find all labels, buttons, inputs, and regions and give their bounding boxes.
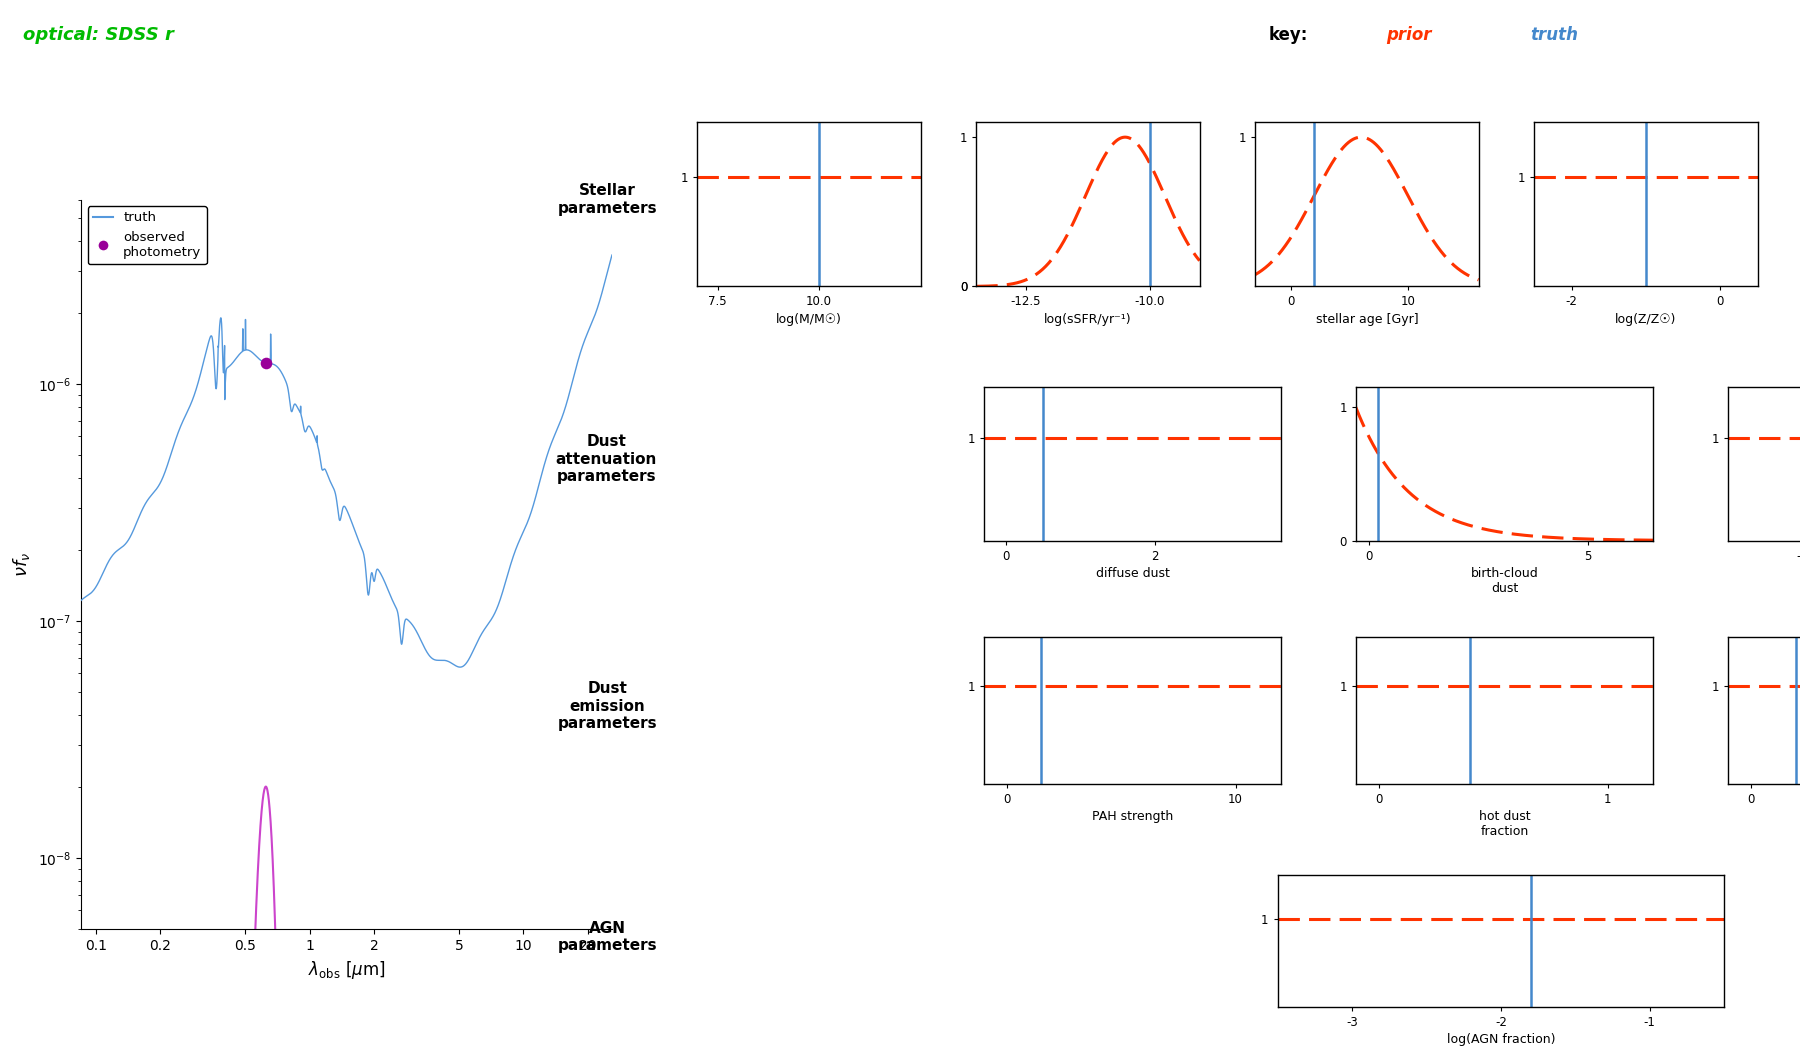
- truth: [70, 594, 92, 607]
- X-axis label: PAH strength: PAH strength: [1093, 810, 1174, 823]
- truth: [535, 458, 556, 470]
- Point: [252, 354, 281, 371]
- Text: prior: prior: [1386, 26, 1431, 44]
- Text: optical: SDSS r: optical: SDSS r: [23, 26, 175, 44]
- X-axis label: birth-cloud
dust: birth-cloud dust: [1471, 567, 1539, 595]
- Text: key:: key:: [1269, 26, 1309, 44]
- Text: Dust
attenuation
parameters: Dust attenuation parameters: [556, 435, 657, 484]
- X-axis label: $\lambda_\mathrm{obs}\ [\mu\mathrm{m}]$: $\lambda_\mathrm{obs}\ [\mu\mathrm{m}]$: [308, 959, 385, 981]
- Text: truth: truth: [1530, 26, 1579, 44]
- X-axis label: log(sSFR/yr⁻¹): log(sSFR/yr⁻¹): [1044, 313, 1132, 326]
- Text: Stellar
parameters: Stellar parameters: [558, 184, 657, 215]
- truth: [601, 249, 623, 261]
- truth: [131, 505, 153, 518]
- X-axis label: log(Z/Z☉): log(Z/Z☉): [1615, 313, 1676, 326]
- X-axis label: hot dust
fraction: hot dust fraction: [1480, 810, 1530, 838]
- truth: [274, 373, 295, 385]
- Text: Dust
emission
parameters: Dust emission parameters: [558, 681, 657, 731]
- truth: [297, 421, 319, 434]
- X-axis label: stellar age [Gyr]: stellar age [Gyr]: [1316, 313, 1418, 326]
- Text: AGN
parameters: AGN parameters: [558, 921, 657, 953]
- X-axis label: log(M/M☉): log(M/M☉): [776, 313, 842, 326]
- truth: [162, 441, 184, 454]
- X-axis label: diffuse dust: diffuse dust: [1096, 567, 1170, 580]
- X-axis label: log(AGN fraction): log(AGN fraction): [1447, 1033, 1555, 1046]
- truth: [450, 660, 472, 673]
- Y-axis label: $\nu f_\nu$: $\nu f_\nu$: [11, 552, 32, 576]
- truth: [590, 288, 612, 300]
- Legend: truth, observed
photometry: truth, observed photometry: [88, 206, 207, 265]
- Line: truth: truth: [81, 255, 612, 667]
